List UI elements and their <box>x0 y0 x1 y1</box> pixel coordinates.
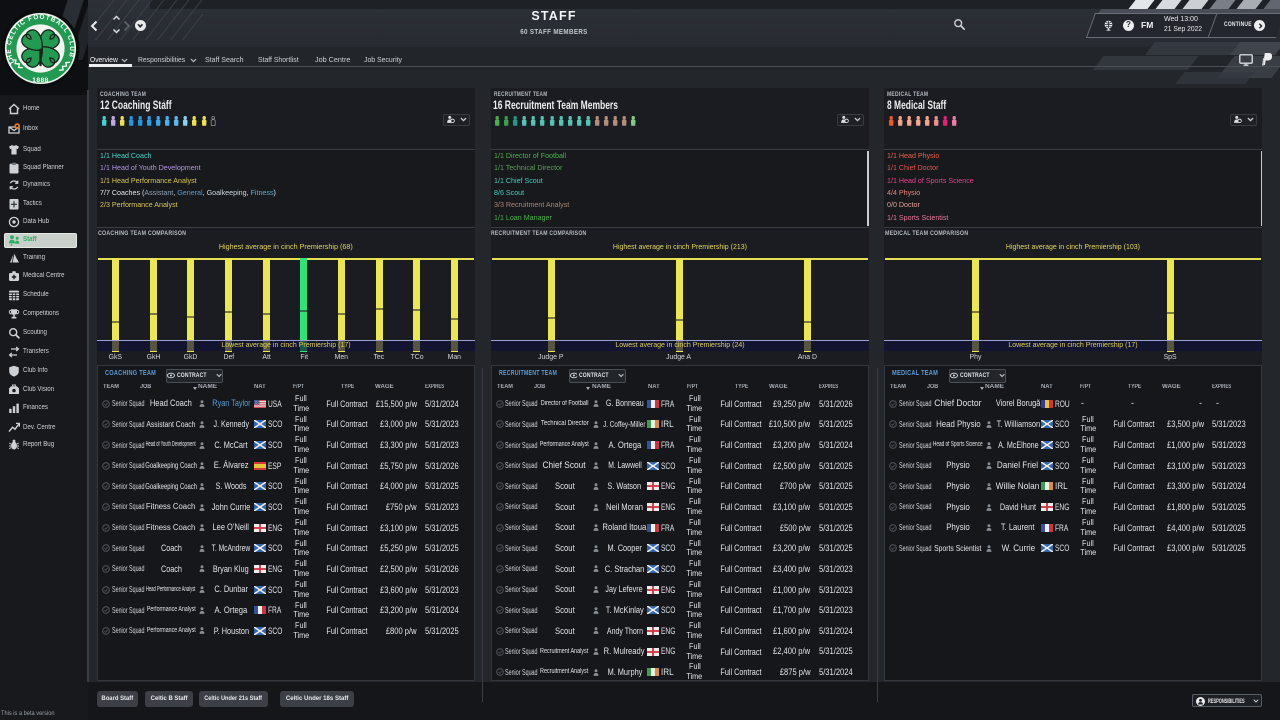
svg-text:1888: 1888 <box>32 77 49 84</box>
